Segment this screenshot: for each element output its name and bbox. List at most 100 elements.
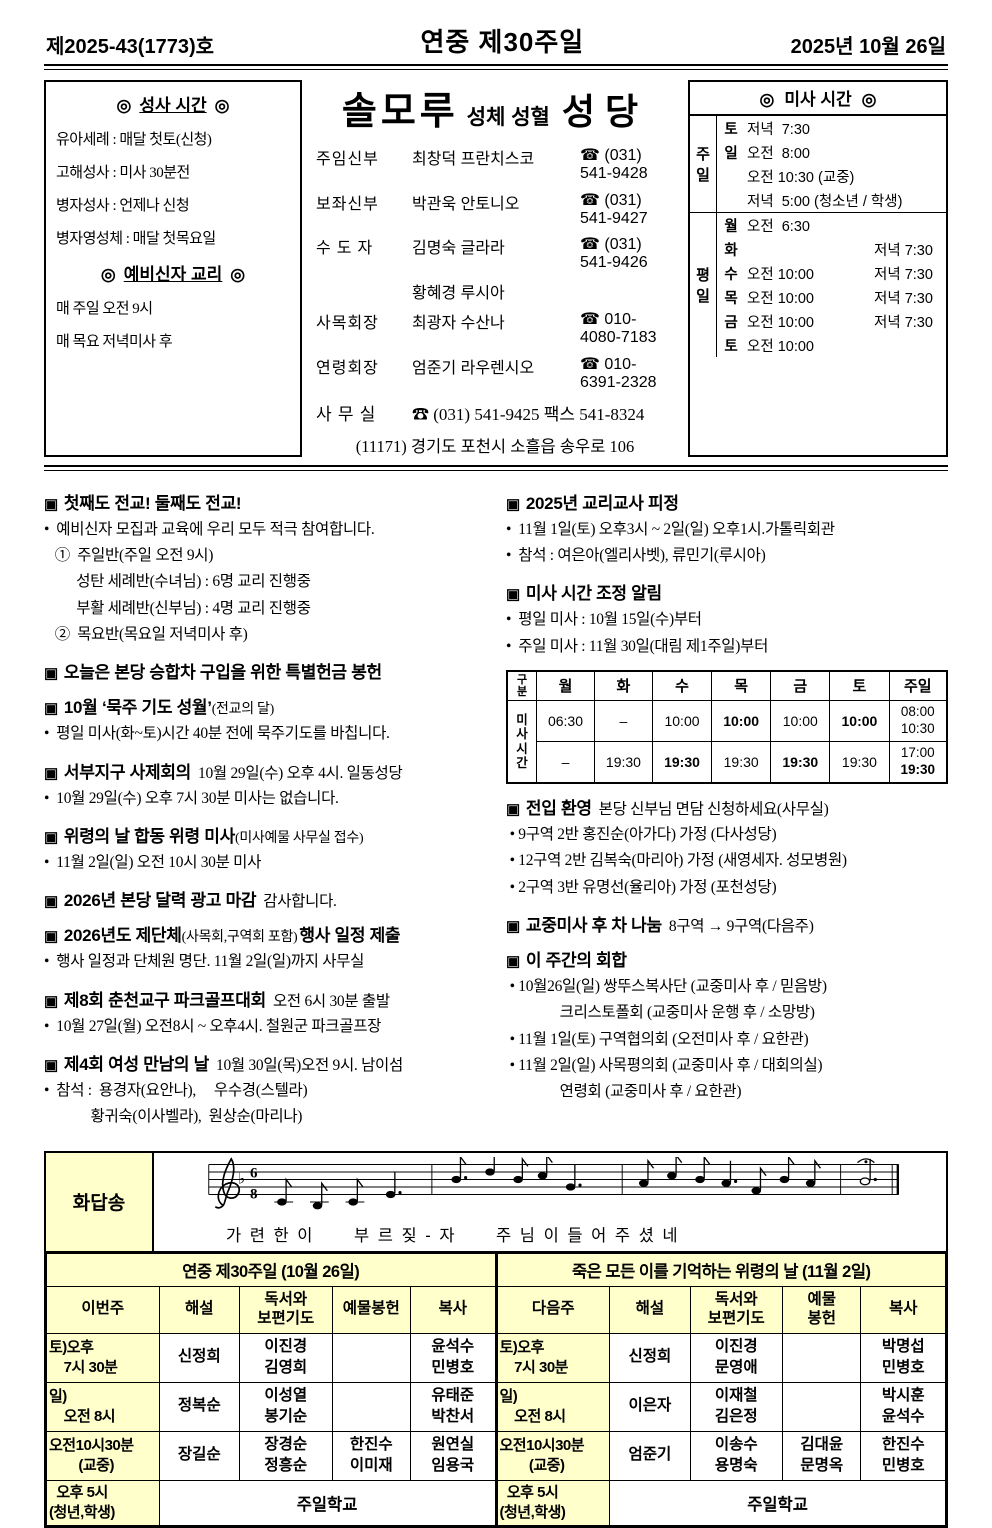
mass-time (745, 237, 872, 261)
adjust-cell: 10:00 (711, 700, 772, 743)
mass-box-title: ◎ 미사 시간 ◎ (690, 82, 946, 116)
sacrament-item: 고해성사 : 미사 30분전 (56, 165, 190, 181)
section-marker-icon: ▣ (506, 918, 520, 936)
schedule-commentator: 이은자 (609, 1381, 691, 1432)
mass-row: 목 오전 10:00 저녁 7:30 (690, 285, 946, 309)
announcement-block: ▣ 10월 ‘묵주 기도 성월’(전교의 달) • 평일 미사(화~토)시간 40… (44, 693, 486, 747)
announcement-title: ▣ 교중미사 후 차 나눔 8구역 → 9구역(다음주) (506, 916, 814, 936)
section-marker-icon: ▣ (506, 953, 520, 971)
section-marker-icon: ▣ (44, 1056, 58, 1074)
schedule-body: 토)오후 7시 30분 신정희 이진경 문영애 박명섭 민병호 일) 오전 8시… (496, 1332, 946, 1481)
sacrament-item: 병자성사 : 언제나 신청 (56, 198, 190, 214)
mass-time (872, 212, 946, 237)
schedule-title: 연중 제30주일 (10월 26일) (46, 1252, 496, 1287)
schedule-offering: 한진수 이미재 (331, 1430, 411, 1481)
svg-text:6: 6 (250, 1165, 258, 1181)
mass-time: 저녁 5:00 (청소년 / 학생) (747, 193, 903, 210)
announcement-lines: • 9구역 2반 홍진순(아가다) 가정 (다사성당) • 12구역 2반 김복… (506, 822, 948, 901)
day-label: 일 (724, 145, 738, 162)
adjust-cell: 19:30 (770, 741, 831, 784)
contact-phone: ☎ (031) 541-9428 (580, 147, 648, 182)
adjust-cell: 06:30 (536, 700, 595, 743)
schedule-table-left: 연중 제30주일 (10월 26일) 이번주 해설 독서와 보편기도 예물봉헌 … (46, 1252, 496, 1526)
schedule-reader: 이송수 용명숙 (689, 1430, 784, 1481)
schedule-reader: 이진경 김영희 (239, 1332, 333, 1383)
announcement-line: 부활 세례반(신부님) : 4명 교리 진행중 (44, 599, 311, 617)
schedule-sunday-school: 주일학교 (609, 1479, 946, 1526)
day-label (717, 164, 746, 188)
office-row: 사 무 실 ☎ (031) 541-9425 팩스 541-8324 (316, 400, 674, 425)
announcement-block: ▣ 이 주간의 회합 • 10월26일(일) 쌍뚜스복사단 (교중미사 후 / 믿… (506, 946, 948, 1106)
section-marker-icon: ▣ (44, 893, 58, 911)
contact-role: 사목회장 (316, 315, 379, 332)
announcement-title: ▣ 2026년도 제단체(사목회,구역회 포함) 행사 일정 제출 (44, 926, 401, 946)
announcement-block: ▣ 서부지구 사제회의 10월 29일(수) 오후 4시. 일동성당 • 10월 2… (44, 758, 486, 812)
announcement-lines: • 예비신자 모집과 교육에 우리 모두 적극 참여합니다. ① 주일반(주일 … (44, 517, 486, 649)
section-marker-icon: ▣ (44, 828, 58, 846)
schedule-commentator: 신정희 (158, 1332, 241, 1383)
adjust-header: 수 (651, 670, 713, 702)
mass-adjust-table: 구 분 월 화 수 목 금 토 주일 미 사 시 간 06:30 – 10:00… (506, 669, 948, 785)
schedule-body: 토)오후 7시 30분 신정희 이진경 김영희 윤석수 민병호 일) 오전 8시… (46, 1332, 496, 1481)
catechism-item: 매 주일 오전 9시 (56, 301, 153, 317)
adjust-cell: 19:30 (593, 741, 653, 784)
schedule-offering: 김대윤 문명옥 (782, 1430, 862, 1481)
schedule-row: 일) 오전 8시 이은자 이재철 김은정 박시훈 윤석수 (496, 1381, 946, 1432)
announcement-line: • 평일 미사(화~토)시간 40분 전에 묵주기도를 바칩니다. (44, 725, 390, 743)
schedule-header-row: 이번주 해설 독서와 보편기도 예물봉헌 복사 (46, 1285, 496, 1334)
mass-row: 수 오전 10:00 저녁 7:30 (690, 261, 946, 285)
mass-row: 저녁 5:00 (청소년 / 학생) (690, 188, 946, 213)
day-label: 금 (724, 314, 738, 331)
schedule-next-week: 죽은 모든 이를 기억하는 위령의 날 (11월 2일) 다음주 해설 독서와 … (495, 1252, 947, 1526)
mass-time: 오전 10:00 (747, 266, 814, 283)
mass-row: 토 오전 10:00 (690, 333, 946, 357)
schedule-time: 토)오후 7시 30분 (496, 1332, 611, 1383)
announcement-title: ▣ 위령의 날 합동 위령 미사(미사예물 사무실 접수) (44, 826, 364, 846)
weekday-group-label: 평 일 (690, 212, 717, 357)
schedule-time: 오전10시30분 (교중) (496, 1430, 611, 1481)
contact-phone: ☎ 010-4080-7183 (580, 311, 657, 346)
schedule-server: 한진수 민병호 (860, 1430, 946, 1481)
section-marker-icon: ▣ (44, 700, 58, 718)
mass-time: 저녁 7:30 (874, 314, 933, 331)
server-schedules: 연중 제30주일 (10월 26일) 이번주 해설 독서와 보편기도 예물봉헌 … (46, 1252, 947, 1526)
schedule-header: 예물봉헌 (331, 1285, 411, 1334)
church-name-main: 솔모루 (341, 91, 459, 133)
adjust-evening-row: – 19:30 19:30 19:30 19:30 19:30 17:00 19:… (507, 741, 948, 784)
mass-time: 오전 8:00 (747, 145, 810, 162)
day-label: 월 (716, 212, 745, 237)
announcement-line: • 10월 27일(월) 오전8시 ~ 오후4시. 철원군 파크골프장 (44, 1017, 382, 1035)
sacrament-box-title: ◎ 성사 시간 ◎ (116, 96, 230, 115)
announcement-block: ▣ 제8회 춘천교구 파크골프대회 오전 6시 30분 출발 • 10월 27일(월… (44, 986, 486, 1040)
page-header: 제2025-43(1773)호 연중 제30주일 2025년 10월 26일 (44, 16, 948, 64)
schedule-reader: 이재철 김은정 (689, 1381, 784, 1432)
schedule-row: 오전10시30분 (교중) 장길순 장경순 정흥순 한진수 이미재 원연실 임용… (46, 1430, 496, 1481)
catechism-title: ◎ 예비신자 교리 ◎ (100, 265, 246, 284)
church-name-end: 성당 (561, 91, 649, 132)
mass-time (872, 333, 946, 357)
top-info-row: ◎ 성사 시간 ◎ 유아세례 : 매달 첫토(신청) 고해성사 : 미사 30분전 병자… (44, 80, 948, 457)
schedule-this-week: 연중 제30주일 (10월 26일) 이번주 해설 독서와 보편기도 예물봉헌 … (46, 1252, 496, 1526)
day-label: 토 (724, 121, 738, 138)
contact-phone: ☎ 010-6391-2328 (580, 355, 657, 391)
adjust-header: 금 (770, 670, 831, 702)
schedule-row: 토)오후 7시 30분 신정희 이진경 김영희 윤석수 민병호 (46, 1332, 496, 1383)
contact-phone (580, 279, 674, 303)
announcement-line: 황귀숙(이사벨라), 원상순(마리나) (44, 1108, 303, 1126)
adjust-sun-pm2: 19:30 (900, 762, 936, 778)
responsorial-row: 화답송 ♭ 6 8 (46, 1151, 946, 1253)
contact-role: 수 도 자 (316, 240, 374, 257)
schedule-reader: 이진경 문영애 (689, 1332, 784, 1383)
catechism-item: 매 목요 저녁미사 후 (56, 334, 173, 350)
church-name-mid: 성체 성혈 (466, 106, 550, 129)
schedule-time: 일) 오전 8시 (496, 1381, 611, 1432)
announcement-block: ▣ 오늘은 본당 승합차 구입을 위한 특별헌금 봉헌 (44, 658, 486, 683)
responsorial-score: ♭ 6 8 (154, 1151, 946, 1251)
mass-time: 저녁 7:30 (874, 290, 933, 307)
announcement-line: • 11월 2일(일) 오전 10시 30분 미사 (44, 853, 262, 871)
announcement-lines: • 10월26일(일) 쌍뚜스복사단 (교중미사 후 / 믿음방) 크리스토폴회… (506, 974, 948, 1106)
section-marker-icon: ▣ (44, 992, 58, 1010)
schedule-server: 박명섭 민병호 (860, 1332, 946, 1383)
announcement-line: • 예비신자 모집과 교육에 우리 모두 적극 참여합니다. (44, 520, 375, 538)
announcement-line: • 10월 29일(수) 오후 7시 30분 미사는 없습니다. (44, 789, 339, 807)
